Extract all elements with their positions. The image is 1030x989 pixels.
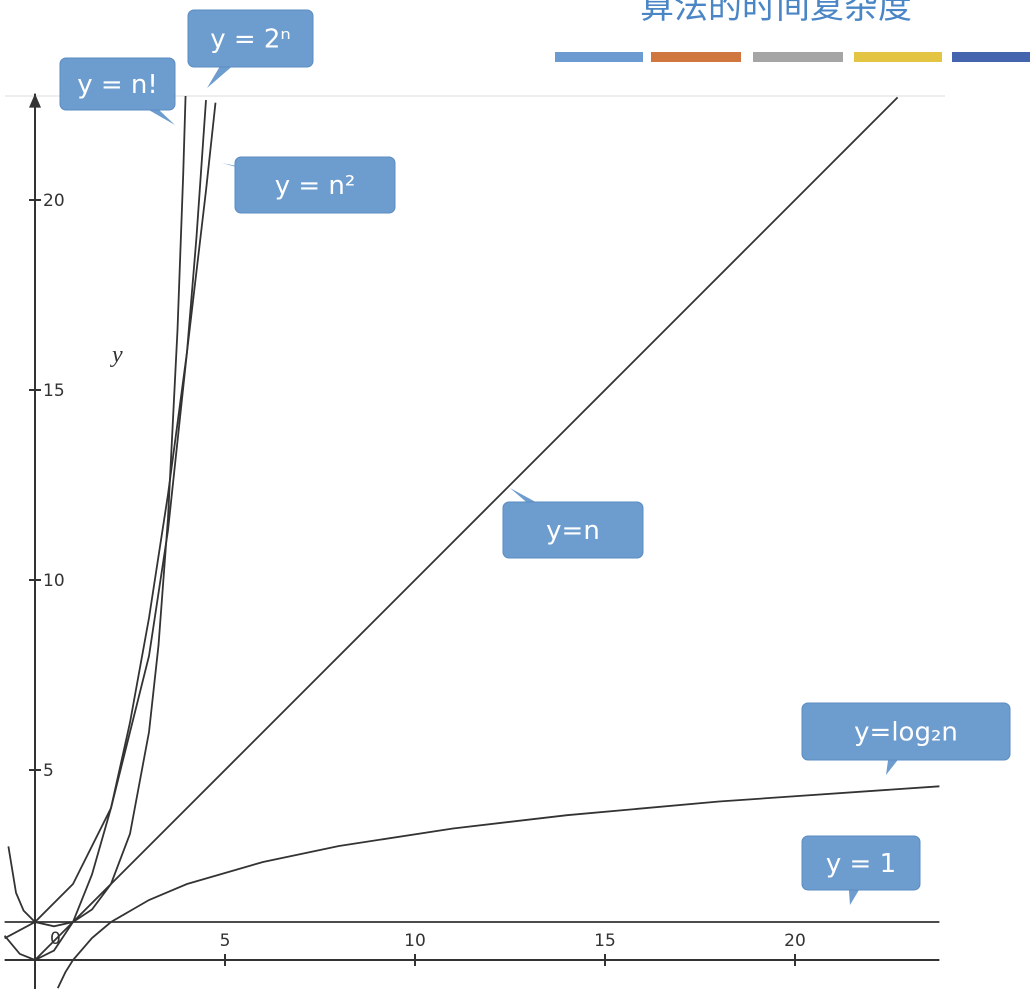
x-tick-label: 15	[594, 931, 616, 951]
callout	[801, 835, 921, 891]
deco-bar	[753, 52, 843, 62]
y-tick-label: 5	[43, 761, 54, 781]
deco-bar	[854, 52, 942, 62]
legend-label: y = n²	[275, 171, 356, 201]
callout	[59, 57, 176, 111]
legend-label: y=log₂n	[854, 718, 958, 748]
x-tick-label: 10	[404, 931, 426, 951]
legend-label: y = n!	[77, 70, 158, 100]
curve	[34, 96, 899, 961]
callout	[187, 9, 314, 68]
chart-title: 算法的时间复杂度	[640, 0, 912, 27]
deco-bar	[555, 52, 643, 62]
y-tick-label: 10	[43, 571, 65, 591]
callout	[234, 156, 396, 214]
y-axis-label: y	[110, 342, 123, 368]
legend-label: y = 2ⁿ	[210, 25, 291, 55]
y-tick-label: 15	[43, 381, 65, 401]
callout	[801, 702, 1011, 761]
legend-label: y=n	[546, 516, 600, 546]
curve	[3, 102, 217, 961]
callout	[502, 501, 644, 559]
y-axis-arrow	[29, 93, 41, 108]
curve	[4, 100, 207, 940]
y-tick-label: 20	[43, 191, 65, 211]
legend-label: y = 1	[826, 849, 896, 879]
x-tick-label: 20	[784, 931, 806, 951]
deco-bar	[952, 52, 1030, 62]
plot-area	[3, 96, 940, 989]
x-tick-label: 5	[220, 931, 231, 951]
deco-bar	[651, 52, 741, 62]
